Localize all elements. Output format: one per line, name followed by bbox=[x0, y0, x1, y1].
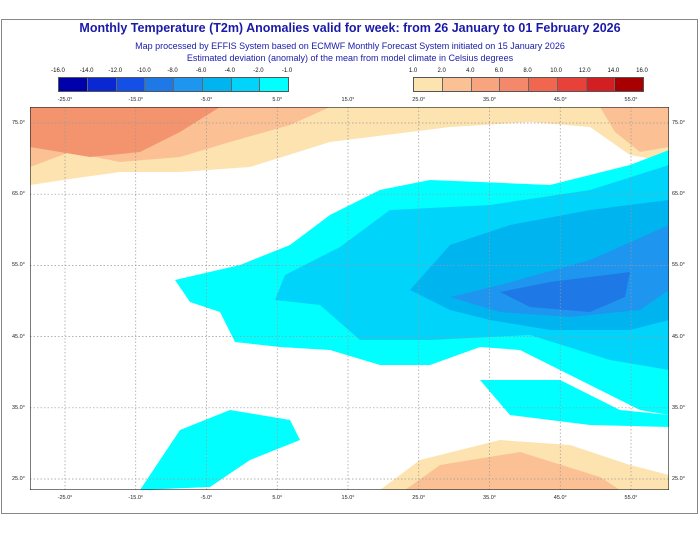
longitude-label: 45.0° bbox=[553, 495, 567, 501]
legend-tick-label: 10.0 bbox=[550, 68, 562, 74]
legend-tick-label: 14.0 bbox=[607, 68, 620, 74]
anomaly-region-warm-ne bbox=[600, 107, 669, 152]
latitude-label: 75.0° bbox=[12, 120, 25, 126]
latitude-label: 75.0° bbox=[672, 120, 685, 126]
legend-tick-label: -4.0 bbox=[224, 68, 235, 74]
warm-anomaly-legend bbox=[413, 77, 644, 92]
anomaly-region-warm-4-6 bbox=[30, 107, 220, 157]
longitude-label: -5.0° bbox=[200, 495, 213, 501]
legend-swatch bbox=[442, 78, 472, 91]
europe-anomaly-map bbox=[30, 107, 669, 490]
legend-tick-label: -1.0 bbox=[281, 68, 293, 74]
latitude-label: 25.0° bbox=[12, 476, 25, 482]
longitude-label: -25.0° bbox=[57, 495, 73, 501]
legend-swatch bbox=[471, 78, 501, 91]
legend-swatch bbox=[87, 78, 117, 91]
latitude-label: 55.0° bbox=[12, 262, 25, 269]
legend-swatch bbox=[500, 78, 529, 91]
legend-tick-label: -12.0 bbox=[108, 68, 123, 74]
longitude-label: 35.0° bbox=[483, 495, 496, 501]
map-gridlines bbox=[30, 107, 669, 490]
legend-swatch bbox=[231, 78, 261, 91]
map-description: Estimated deviation (anomaly) of the mea… bbox=[186, 53, 514, 63]
legend-tick-label: -14.0 bbox=[79, 68, 94, 74]
legend-swatch bbox=[59, 78, 88, 91]
legend-tick-label: 1.0 bbox=[408, 68, 418, 74]
legend-tick-label: 12.0 bbox=[578, 68, 591, 74]
longitude-label: 5.0° bbox=[272, 495, 283, 501]
latitude-label: 65.0° bbox=[12, 191, 25, 198]
legend-swatch bbox=[529, 78, 558, 91]
longitude-label: -15.0° bbox=[128, 495, 144, 501]
cold-anomaly-legend bbox=[58, 77, 289, 92]
map-subtitle: Map processed by EFFIS System based on E… bbox=[135, 41, 565, 51]
legend-swatch bbox=[414, 78, 443, 91]
legend-tick-label: -6.0 bbox=[195, 68, 207, 74]
legend-tick-label: 6.0 bbox=[494, 68, 504, 74]
longitude-label: 55.0° bbox=[624, 97, 638, 103]
legend-swatch bbox=[116, 78, 146, 91]
anomaly-region-warm-south-2-4 bbox=[405, 452, 620, 490]
legend-tick-label: 4.0 bbox=[466, 68, 475, 74]
longitude-label: 45.0° bbox=[553, 97, 567, 103]
legend-tick-label: 8.0 bbox=[523, 68, 532, 74]
anomaly-region-cold-mideast bbox=[480, 380, 669, 427]
figure-frame bbox=[1, 19, 698, 514]
latitude-label: 55.0° bbox=[672, 262, 685, 269]
legend-tick-label: 16.0 bbox=[636, 68, 648, 74]
latitude-label: 65.0° bbox=[672, 191, 685, 198]
latitude-label: 35.0° bbox=[12, 404, 25, 411]
longitude-label: -5.0° bbox=[200, 97, 213, 103]
longitude-label: -15.0° bbox=[128, 97, 144, 103]
legend-swatch bbox=[586, 78, 616, 91]
longitude-label: 35.0° bbox=[483, 97, 496, 103]
latitude-label: 35.0° bbox=[672, 404, 685, 411]
longitude-label: 15.0° bbox=[341, 495, 355, 501]
longitude-label: 55.0° bbox=[624, 495, 638, 501]
latitude-label: 45.0° bbox=[672, 333, 685, 340]
legend-tick-label: 2.0 bbox=[437, 68, 446, 74]
anomaly-region-cold-africa bbox=[140, 410, 300, 490]
longitude-label: -25.0° bbox=[57, 97, 73, 103]
longitude-label: 5.0° bbox=[272, 97, 283, 103]
longitude-label: 25.0° bbox=[412, 97, 426, 103]
map-title: Monthly Temperature (T2m) Anomalies vali… bbox=[79, 21, 621, 35]
longitude-label: 25.0° bbox=[412, 495, 426, 501]
legend-swatch bbox=[145, 78, 174, 91]
legend-swatch bbox=[202, 78, 232, 91]
latitude-label: 25.0° bbox=[672, 476, 685, 482]
latitude-label: 45.0° bbox=[12, 333, 25, 340]
legend-tick-label: -10.0 bbox=[137, 68, 151, 74]
longitude-label: 15.0° bbox=[341, 97, 355, 103]
legend-tick-label: -16.0 bbox=[51, 68, 65, 74]
legend-tick-label: -8.0 bbox=[167, 68, 178, 74]
legend-swatch bbox=[615, 78, 643, 91]
anomaly-region-cold-8-10 bbox=[500, 272, 630, 312]
legend-swatch bbox=[260, 78, 288, 91]
legend-swatch bbox=[174, 78, 203, 91]
legend-tick-label: -2.0 bbox=[253, 68, 264, 74]
legend-swatch bbox=[557, 78, 587, 91]
